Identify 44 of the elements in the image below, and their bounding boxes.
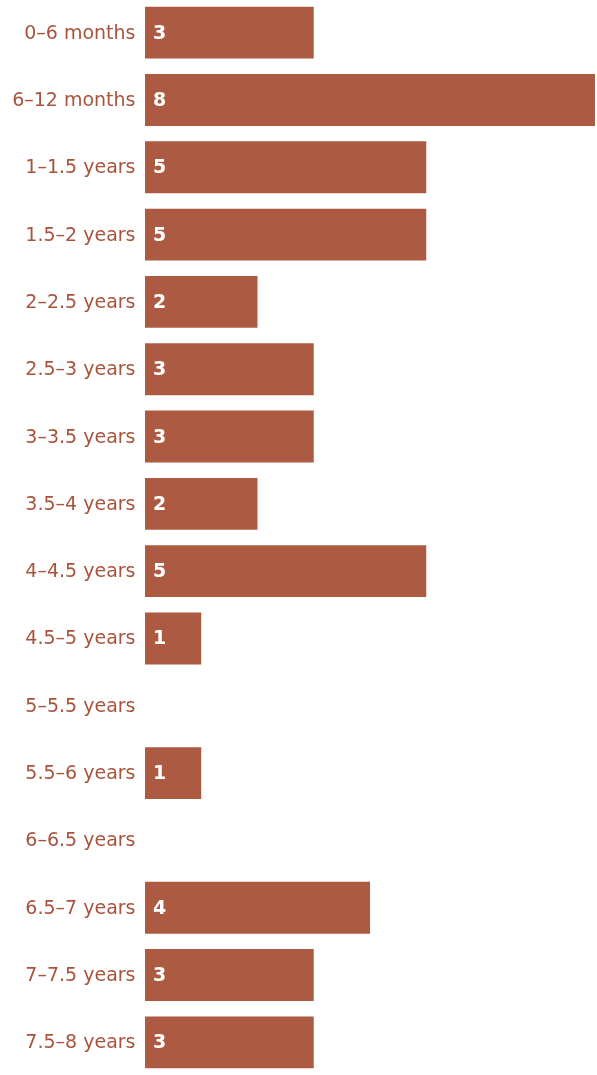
y-tick-label: 4–4.5 years bbox=[25, 559, 136, 582]
bar bbox=[145, 74, 595, 126]
data-label: 3 bbox=[153, 20, 167, 43]
bar bbox=[145, 545, 427, 598]
bar bbox=[145, 612, 202, 665]
bar bbox=[145, 410, 314, 463]
data-label: 1 bbox=[153, 761, 167, 784]
bar bbox=[145, 6, 314, 59]
bar bbox=[145, 747, 202, 800]
y-tick-label: 3.5–4 years bbox=[25, 491, 136, 514]
y-tick-label: 1–1.5 years bbox=[25, 155, 136, 178]
bar bbox=[145, 477, 258, 530]
data-label: 3 bbox=[153, 357, 167, 380]
y-tick-label: 3–3.5 years bbox=[25, 424, 136, 447]
data-label: 1 bbox=[153, 626, 167, 649]
bar bbox=[145, 881, 370, 934]
bar bbox=[145, 343, 314, 396]
data-label: 8 bbox=[153, 87, 167, 110]
y-tick-label: 1.5–2 years bbox=[25, 222, 136, 245]
data-label: 3 bbox=[153, 424, 167, 447]
bar bbox=[145, 949, 314, 1001]
data-label: 3 bbox=[153, 1030, 167, 1053]
data-label: 5 bbox=[153, 222, 167, 245]
y-tick-label: 7–7.5 years bbox=[25, 963, 136, 986]
data-label: 3 bbox=[153, 963, 167, 986]
y-tick-label: 5.5–6 years bbox=[25, 761, 136, 784]
y-tick-label: 0–6 months bbox=[24, 20, 136, 43]
data-label: 4 bbox=[153, 895, 167, 918]
y-tick-label: 2.5–3 years bbox=[25, 357, 136, 380]
data-label: 2 bbox=[153, 491, 167, 514]
bar bbox=[145, 208, 427, 261]
data-label: 2 bbox=[153, 289, 167, 312]
y-tick-label: 6–12 months bbox=[12, 87, 136, 110]
data-label: 5 bbox=[153, 155, 167, 178]
y-tick-label: 4.5–5 years bbox=[25, 626, 136, 649]
y-tick-label: 2–2.5 years bbox=[25, 289, 136, 312]
data-label: 5 bbox=[153, 559, 167, 582]
bar bbox=[145, 275, 258, 328]
y-tick-label: 5–5.5 years bbox=[25, 693, 136, 716]
bar bbox=[145, 1016, 314, 1069]
y-tick-label: 6–6.5 years bbox=[25, 828, 136, 851]
y-tick-label: 7.5–8 years bbox=[25, 1030, 136, 1053]
y-tick-label: 6.5–7 years bbox=[25, 895, 136, 918]
bar bbox=[145, 141, 427, 194]
